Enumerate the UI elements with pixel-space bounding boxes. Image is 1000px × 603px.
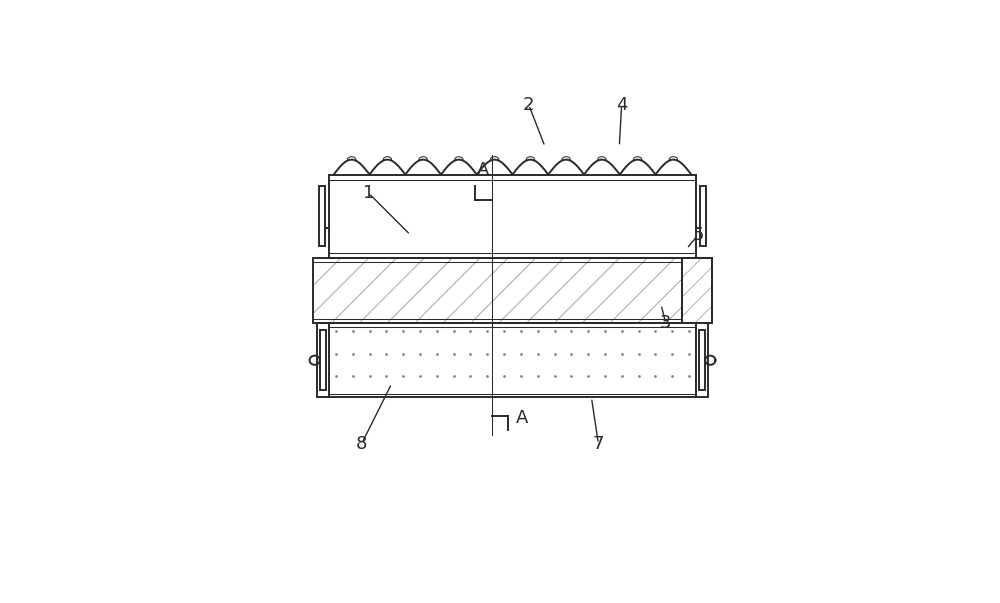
Text: 2: 2 (523, 96, 535, 114)
Bar (320, 330, 326, 390)
Bar (700, 186, 706, 247)
Bar (313, 258, 712, 323)
Bar (699, 330, 705, 390)
Bar (329, 323, 696, 397)
Bar (682, 258, 712, 323)
Text: 1: 1 (363, 184, 374, 202)
Bar (682, 258, 712, 323)
Text: 8: 8 (356, 435, 367, 453)
Text: 6: 6 (693, 273, 704, 290)
Bar (319, 186, 325, 247)
Text: 4: 4 (616, 96, 627, 114)
Text: 3: 3 (660, 314, 671, 332)
Text: A: A (477, 161, 489, 179)
Text: A: A (516, 409, 528, 428)
Text: 5: 5 (692, 226, 704, 244)
Bar (313, 258, 712, 323)
Bar (696, 323, 708, 397)
Text: 7: 7 (593, 435, 604, 453)
Bar (317, 323, 329, 397)
